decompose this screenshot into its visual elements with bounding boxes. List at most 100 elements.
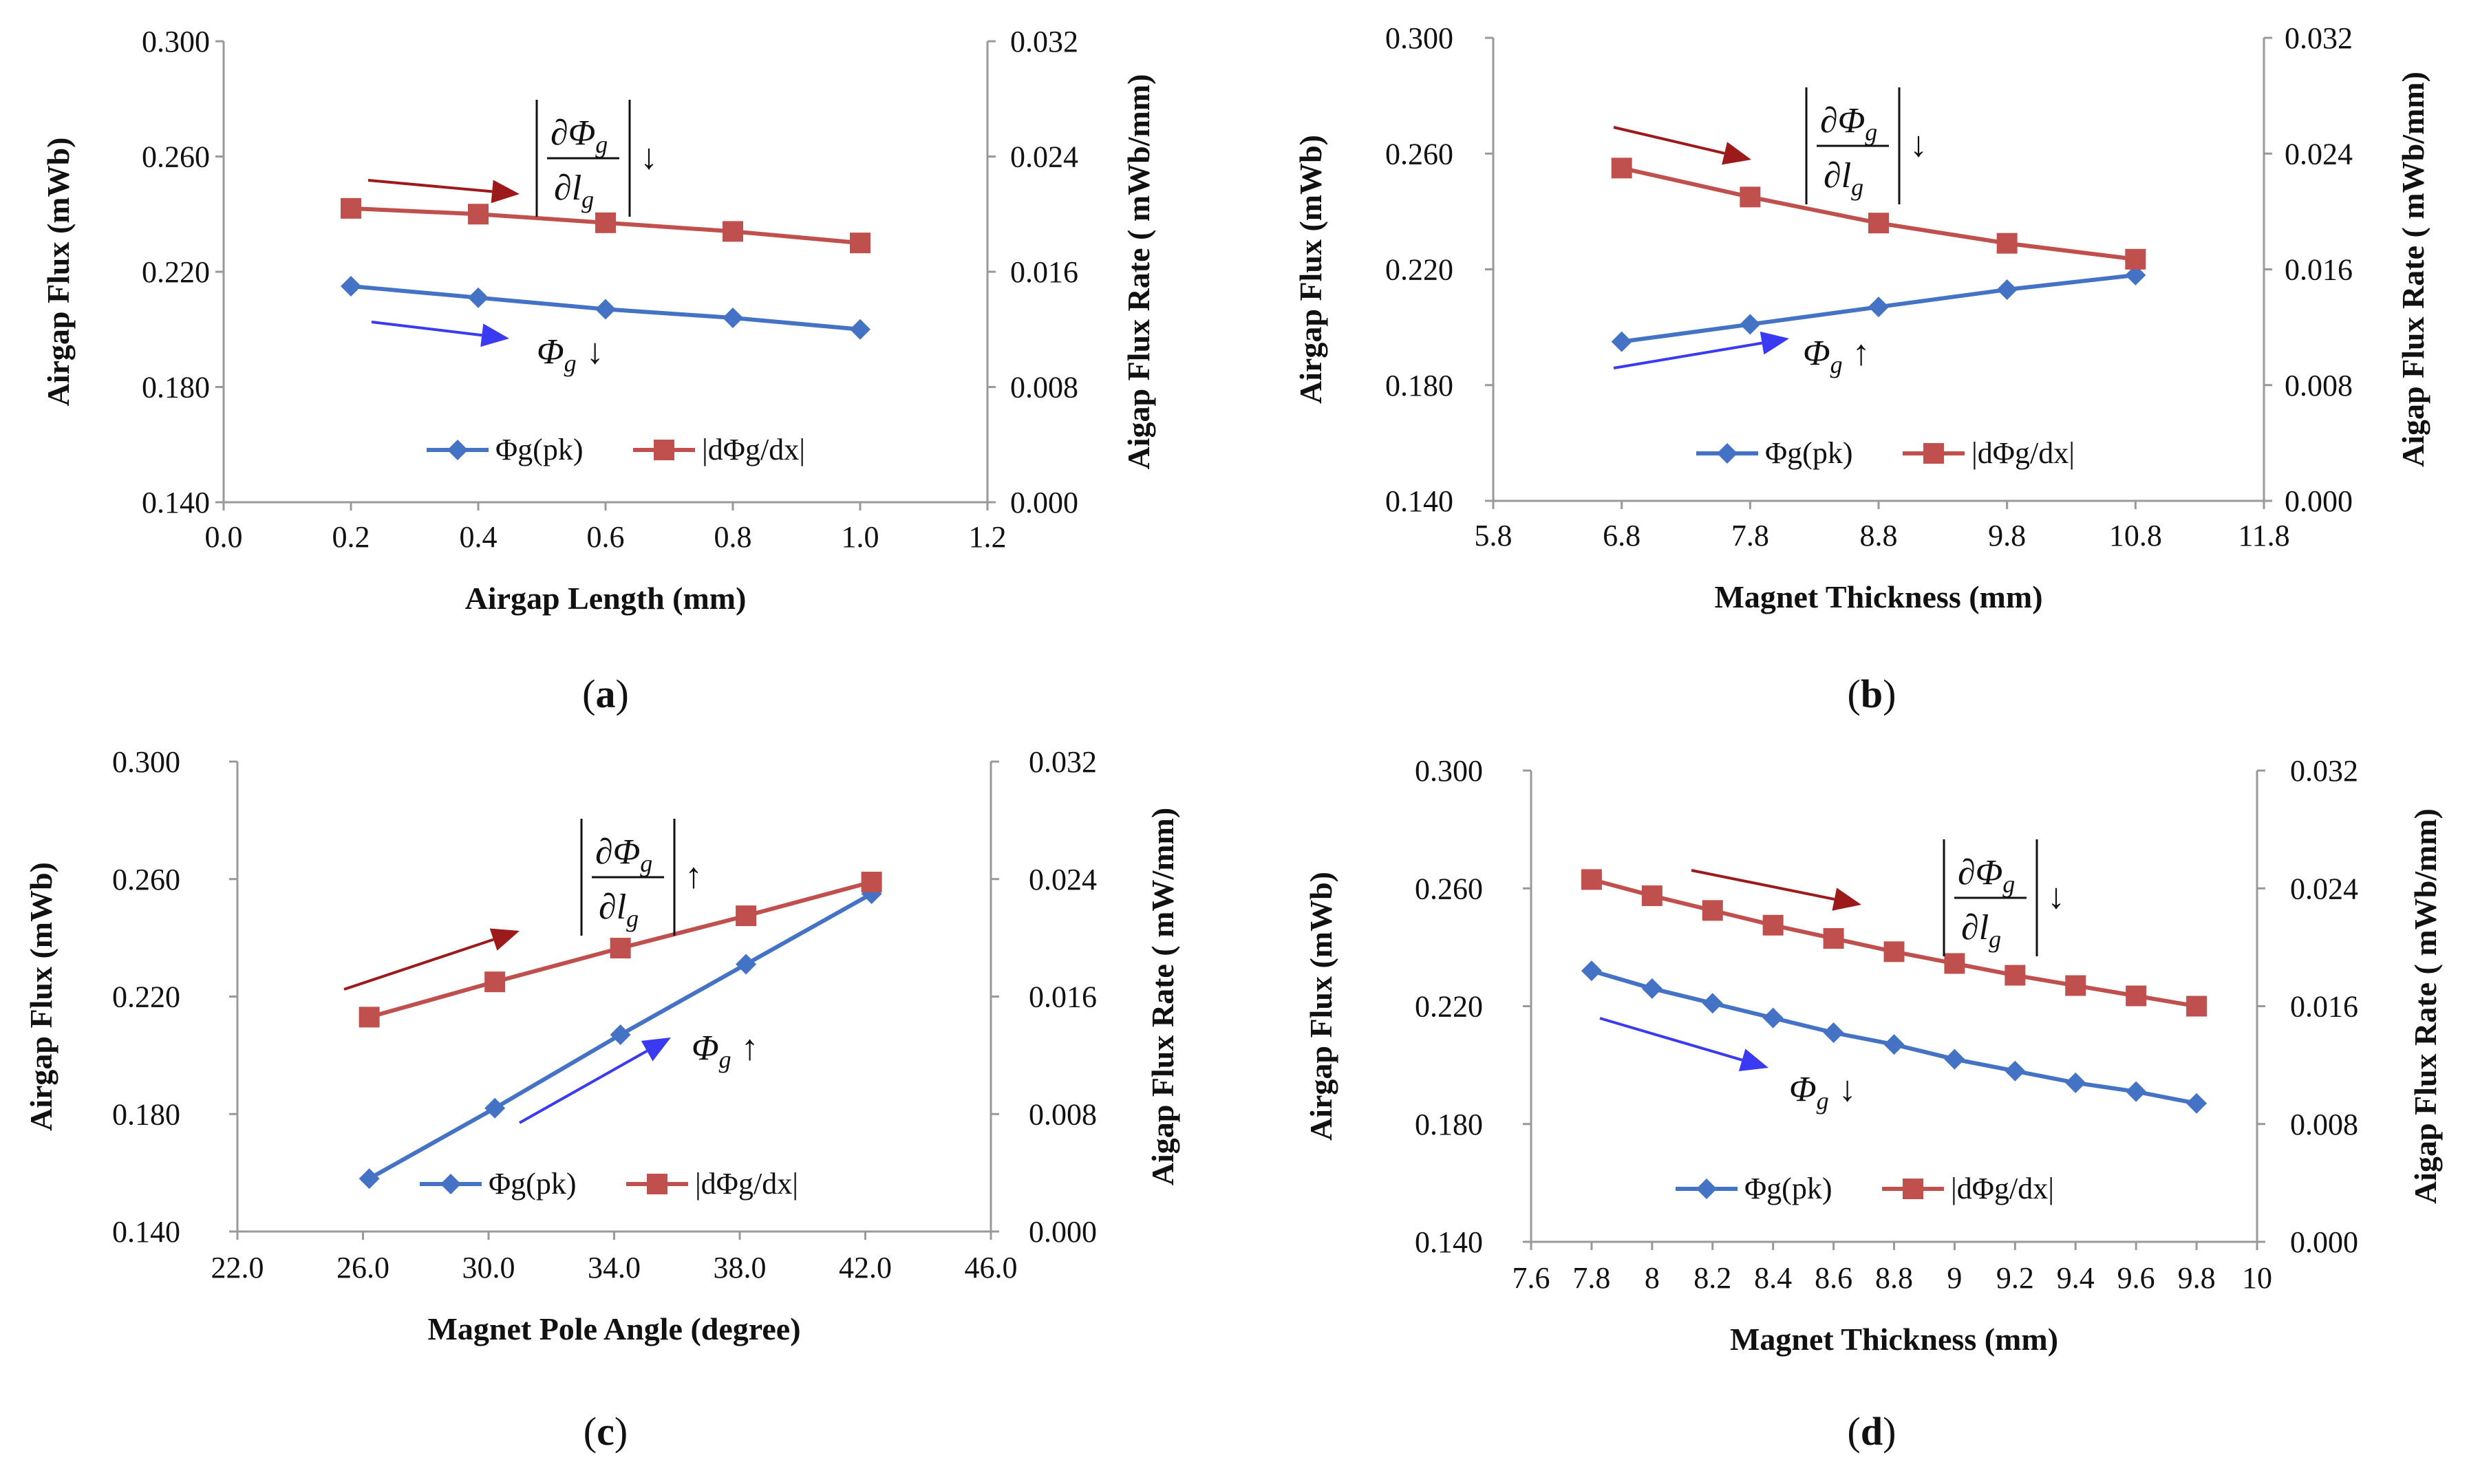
x-tick-label: 1.0 (842, 520, 879, 554)
x-tick-label: 7.8 (1572, 1261, 1610, 1295)
derivative-pointer-arrow-shaft (343, 938, 494, 991)
derivative-num-symbol: ∂Φ (551, 114, 595, 153)
flux-point (2125, 264, 2146, 286)
flux-point (1868, 297, 1889, 318)
x-tick-label: 9.2 (1996, 1261, 2034, 1295)
flux-trend-arrow: ↓ (1839, 1070, 1857, 1109)
flux-trend-arrow: ↑ (741, 1029, 759, 1068)
y2-tick-label: 0.024 (1029, 863, 1097, 896)
x-tick-label: 8.8 (1875, 1261, 1913, 1295)
x-tick-label: 0.2 (332, 520, 370, 554)
flux-pointer-arrow-shaft (1599, 1017, 1743, 1062)
x-tick-label: 0.0 (205, 520, 243, 554)
flux-point (1611, 331, 1632, 352)
flux-pointer-arrow-shaft (1613, 341, 1762, 369)
x-tick-label: 8.6 (1815, 1261, 1852, 1295)
y-tick-label: 0.180 (112, 1097, 180, 1131)
annotation-flux: Φg ↑ (1613, 331, 1870, 378)
derivative-pointer-arrow-head (1722, 142, 1751, 165)
flux-rate-point (595, 212, 616, 233)
derivative-pointer-arrow-shaft (1691, 869, 1835, 901)
annotation-derivative: ∂Φg∂lg↓ (1691, 839, 2065, 956)
legend-label: |dΦg/dx| (1971, 436, 2075, 470)
x-axis-title: Airgap Length (mm) (465, 581, 747, 616)
caption-open: ( (582, 671, 595, 716)
flux-rate-point (1611, 158, 1632, 179)
x-axis-title: Magnet Thickness (mm) (1714, 579, 2042, 614)
flux-rate-point (1740, 186, 1761, 208)
legend-marker (647, 1174, 667, 1194)
annotation-flux: Φg ↓ (371, 321, 604, 377)
flux-rate-point (359, 1007, 380, 1028)
flux-pointer-arrow-head (641, 1037, 671, 1062)
legend: Φg(pk) |dΦg/dx| (1676, 1172, 2054, 1205)
x-tick-label: 0.4 (460, 520, 498, 554)
legend: Φg(pk) |dΦg/dx| (427, 433, 805, 466)
derivative-num-symbol: ∂Φ (595, 832, 640, 872)
flux-rate-point (610, 938, 631, 959)
y-tick-label: 0.260 (112, 863, 180, 896)
legend-label: Φg(pk) (489, 1167, 576, 1201)
y-tick-label: 0.180 (1415, 1108, 1483, 1141)
legend-label: Φg(pk) (1744, 1172, 1832, 1205)
caption-letter: c (597, 1409, 614, 1454)
y2-tick-label: 0.032 (1010, 25, 1078, 58)
y-tick-label: 0.300 (112, 745, 180, 779)
chart-panel-d: 0.140 0.180 0.220 0.260 0.300 0.000 0.008 0.016… (1303, 754, 2443, 1454)
derivative-num-sub: g (2002, 870, 2015, 898)
derivative-den-sub: g (1851, 173, 1863, 201)
y-tick-label: 0.220 (1385, 253, 1453, 287)
flux-pointer-arrow-head (1738, 1049, 1768, 1072)
y-axis-title: Airgap Flux (mWb) (41, 138, 76, 407)
x-tick-label: 9 (1947, 1261, 1962, 1295)
legend-label: |dΦg/dx| (702, 433, 805, 466)
derivative-pointer-arrow-head (1832, 888, 1861, 911)
flux-rate-point (1883, 941, 1905, 963)
y-tick-label: 0.180 (142, 371, 210, 405)
x-axis-title: Magnet Pole Angle (degree) (427, 1311, 800, 1346)
derivative-numerator: ∂Φg (1958, 853, 2015, 898)
derivative-pointer-arrow-shaft (1613, 126, 1725, 155)
derivative-pointer-arrow-head (489, 928, 520, 951)
y-tick-label: 0.220 (1415, 990, 1483, 1024)
flux-point (1762, 1007, 1784, 1029)
derivative-den-symbol: ∂l (1961, 908, 1989, 947)
x-tick-label: 5.8 (1475, 519, 1513, 552)
y2-tick-label: 0.016 (2290, 990, 2358, 1024)
legend-label: Φg(pk) (1765, 436, 1852, 470)
flux-pointer-arrow-shaft (519, 1049, 648, 1124)
derivative-num-sub: g (1865, 118, 1877, 146)
y2-tick-label: 0.000 (1010, 486, 1078, 519)
flux-point (1883, 1034, 1905, 1055)
flux-point (2186, 1093, 2208, 1114)
flux-rate-point (468, 204, 489, 225)
derivative-trend-arrow: ↑ (685, 857, 703, 896)
flux-rate-point (1868, 213, 1889, 234)
y2-tick-label: 0.008 (2285, 369, 2353, 402)
y-axis-title: Airgap Flux (mWb) (23, 862, 58, 1131)
flux-point (2005, 1060, 2026, 1082)
y-axis-title: Airgap Flux (mWb) (1303, 872, 1338, 1141)
flux-point (1944, 1049, 1965, 1070)
x-tick-label: 8 (1645, 1261, 1660, 1295)
legend-marker (1696, 1179, 1717, 1199)
derivative-num-symbol: ∂Φ (1820, 101, 1865, 140)
derivative-pointer-arrow-head (491, 180, 520, 204)
flux-symbol-main: Φ (537, 332, 564, 372)
panel-caption: (a) (582, 671, 629, 716)
flux-point (2126, 1081, 2147, 1102)
legend-marker (447, 440, 468, 460)
flux-symbol: Φg ↑ (692, 1029, 759, 1073)
x-tick-label: 46.0 (965, 1251, 1018, 1284)
flux-symbol: Φg ↑ (1803, 334, 1870, 378)
legend-marker (440, 1174, 461, 1194)
flux-point (1996, 279, 2018, 300)
flux-symbol-sub: g (1817, 1087, 1829, 1115)
derivative-den-sub: g (1989, 925, 2001, 953)
y2-axis-title: Aigap Flux Rate ( mWb/mm) (1121, 74, 1156, 470)
y2-tick-label: 0.024 (1010, 140, 1078, 174)
annotation-derivative: ∂Φg∂lg↑ (343, 819, 703, 991)
flux-point (723, 308, 743, 328)
flux-trend-arrow: ↑ (1852, 334, 1870, 373)
x-tick-label: 10.8 (2109, 519, 2162, 552)
